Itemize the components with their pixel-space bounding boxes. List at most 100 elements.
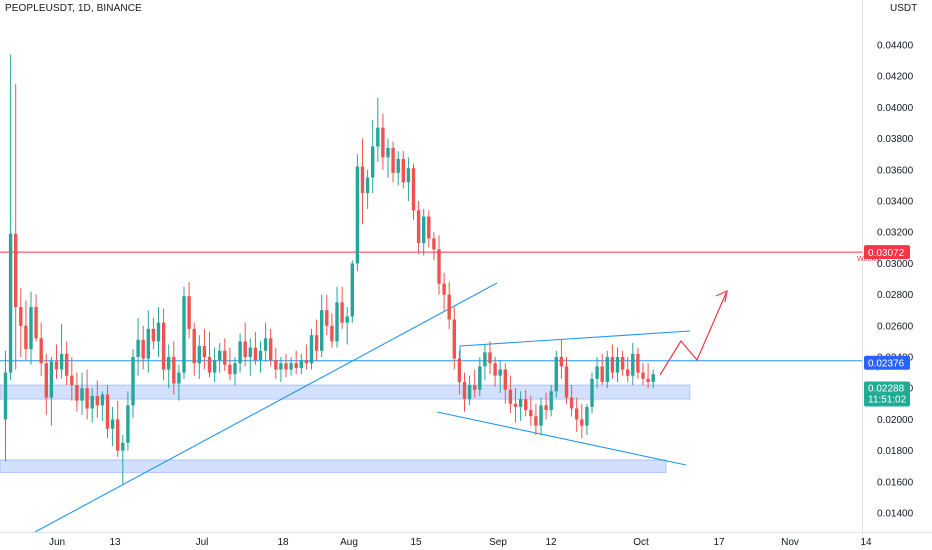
candle-down[interactable]: [534, 416, 538, 426]
candle-up[interactable]: [376, 127, 380, 147]
candle-down[interactable]: [14, 233, 18, 308]
candle-up[interactable]: [386, 147, 390, 158]
candle-up[interactable]: [631, 353, 635, 376]
candle-down[interactable]: [401, 158, 405, 183]
candle-down[interactable]: [360, 166, 365, 194]
candle-up[interactable]: [483, 352, 487, 367]
candle-down[interactable]: [161, 322, 166, 370]
candle-down[interactable]: [646, 378, 650, 382]
candle-up[interactable]: [8, 233, 13, 373]
candle-up[interactable]: [248, 347, 252, 357]
candle-up[interactable]: [121, 442, 125, 451]
candle-up[interactable]: [182, 296, 186, 373]
candle-down[interactable]: [116, 419, 120, 451]
candle-down[interactable]: [207, 357, 212, 373]
candle-down[interactable]: [432, 238, 436, 250]
candle-down[interactable]: [105, 394, 110, 429]
candle-down[interactable]: [620, 357, 625, 370]
candle-down[interactable]: [488, 352, 492, 364]
candle-down[interactable]: [641, 372, 645, 379]
candle-up[interactable]: [146, 328, 150, 359]
candle-up[interactable]: [365, 177, 370, 194]
candle-up[interactable]: [595, 366, 599, 379]
candle-down[interactable]: [24, 325, 28, 350]
candle-down[interactable]: [314, 335, 319, 351]
candle-down[interactable]: [452, 319, 456, 359]
candle-up[interactable]: [396, 158, 400, 173]
candle-down[interactable]: [223, 350, 227, 365]
candle-down[interactable]: [416, 210, 421, 244]
candle-up[interactable]: [651, 374, 655, 382]
candle-down[interactable]: [294, 363, 298, 368]
candle-up[interactable]: [350, 263, 354, 317]
candle-down[interactable]: [187, 296, 191, 329]
candle-up[interactable]: [335, 302, 339, 342]
candle-up[interactable]: [605, 357, 609, 382]
ascending-trendline[interactable]: [34, 282, 498, 532]
candle-down[interactable]: [243, 341, 247, 357]
candle-down[interactable]: [274, 360, 278, 370]
candle-up[interactable]: [549, 391, 553, 411]
candle-down[interactable]: [75, 385, 79, 401]
support-zone[interactable]: [0, 384, 691, 400]
candle-up[interactable]: [289, 363, 293, 370]
candle-up[interactable]: [131, 357, 135, 406]
candle-down[interactable]: [462, 381, 467, 400]
candle-down[interactable]: [508, 389, 513, 404]
candle-down[interactable]: [442, 283, 446, 295]
candle-up[interactable]: [3, 372, 8, 420]
candle-up[interactable]: [371, 146, 375, 178]
candle-down[interactable]: [19, 307, 23, 326]
candle-down[interactable]: [65, 353, 69, 376]
candle-down[interactable]: [513, 403, 518, 407]
candle-up[interactable]: [238, 341, 242, 364]
candle-down[interactable]: [340, 302, 344, 323]
candle-down[interactable]: [253, 347, 258, 361]
candle-up[interactable]: [539, 405, 543, 426]
candle-up[interactable]: [29, 307, 33, 350]
candle-down[interactable]: [427, 216, 431, 239]
candle-down[interactable]: [95, 396, 99, 406]
candle-down[interactable]: [610, 357, 615, 373]
candle-down[interactable]: [447, 294, 451, 320]
candle-up[interactable]: [320, 310, 324, 351]
candle-down[interactable]: [192, 328, 196, 364]
candle-up[interactable]: [467, 385, 472, 400]
candle-down[interactable]: [172, 357, 176, 384]
candle-down[interactable]: [411, 168, 416, 211]
candle-down[interactable]: [39, 338, 43, 364]
candle-up[interactable]: [406, 168, 411, 183]
candle-up[interactable]: [110, 419, 115, 429]
candle-up[interactable]: [100, 394, 105, 406]
candle-up[interactable]: [258, 350, 263, 361]
candle-down[interactable]: [85, 388, 89, 409]
candle-up[interactable]: [345, 316, 349, 323]
candle-up[interactable]: [156, 322, 161, 342]
channel-upper-line[interactable]: [459, 330, 691, 347]
candle-down[interactable]: [564, 366, 569, 398]
candle-down[interactable]: [529, 410, 533, 417]
candle-up[interactable]: [263, 338, 268, 351]
candle-up[interactable]: [218, 350, 222, 361]
candle-down[interactable]: [569, 397, 574, 409]
candle-down[interactable]: [330, 325, 334, 342]
candle-up[interactable]: [80, 388, 84, 401]
channel-lower-line[interactable]: [436, 411, 687, 466]
candle-down[interactable]: [437, 249, 441, 284]
candle-down[interactable]: [524, 399, 528, 411]
candle-up[interactable]: [554, 357, 558, 392]
candle-down[interactable]: [151, 328, 156, 342]
candle-up[interactable]: [233, 363, 237, 375]
candle-down[interactable]: [202, 346, 207, 357]
candle-up[interactable]: [136, 339, 140, 357]
candle-down[interactable]: [457, 358, 462, 382]
candle-down[interactable]: [284, 363, 288, 370]
candle-down[interactable]: [141, 339, 145, 359]
candle-down[interactable]: [580, 419, 584, 426]
projection-arrow[interactable]: [659, 290, 728, 376]
candle-up[interactable]: [478, 366, 482, 390]
candle-down[interactable]: [626, 369, 630, 376]
candle-down[interactable]: [575, 408, 579, 420]
candle-up[interactable]: [212, 360, 217, 373]
